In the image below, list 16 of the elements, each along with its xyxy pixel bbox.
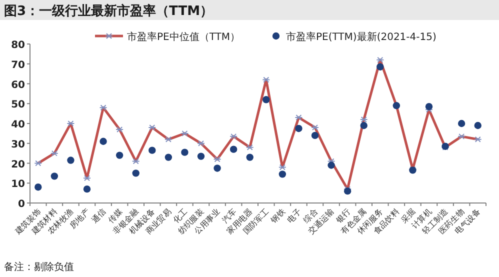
y-tick-label: 40 [11,120,26,130]
y-tick-label: 60 [11,80,26,91]
x-tick-label: 钢铁 [268,207,287,226]
y-tick-label: 80 [11,40,26,51]
y-tick-label: 30 [11,139,26,150]
x-tick-label: 电子 [285,207,304,225]
legend-label: 市盈率PE(TTM)最新(2021-4-15) [286,31,436,43]
y-tick-label: 70 [11,60,26,71]
y-tick-label: 20 [11,159,26,170]
chart-title: 图3：一级行业最新市盈率（TTM） [4,3,214,19]
legend-label: 市盈率PE中位值（TTM） [127,31,240,43]
y-tick-label: 50 [11,100,26,111]
y-tick-label: 10 [11,179,26,190]
x-tick-label: 通信 [90,207,108,225]
text: 备注：剔除负值 [4,261,74,273]
y-tick-label: 0 [18,199,26,210]
